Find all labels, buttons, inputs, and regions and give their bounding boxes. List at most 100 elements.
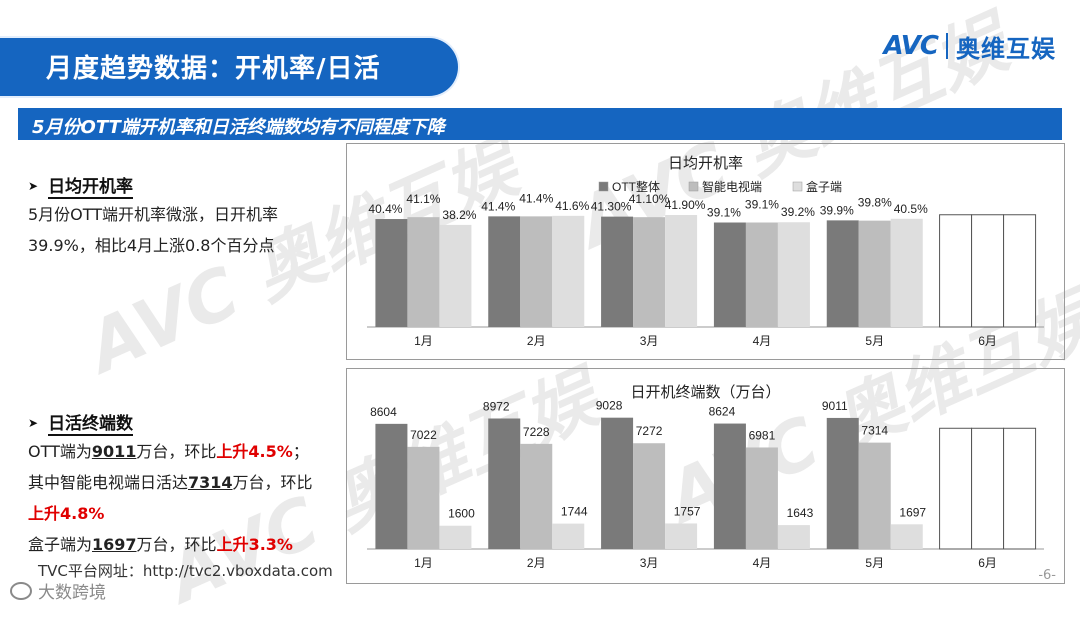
data-label: 7272 — [636, 424, 663, 438]
bar — [745, 222, 778, 327]
data-label: 8972 — [483, 399, 510, 413]
x-tick-label: 6月 — [978, 334, 997, 348]
data-label: 7022 — [410, 428, 437, 442]
bar — [488, 418, 521, 549]
page-number: -6- — [1038, 568, 1056, 583]
legend-label: 盒子端 — [806, 179, 842, 194]
data-label: 41.4% — [519, 191, 553, 205]
chart-title: 日开机终端数（万台） — [630, 384, 780, 401]
logo-cn-text: 奥维互娱 — [956, 34, 1056, 63]
data-label: 8604 — [370, 405, 397, 419]
x-tick-label: 3月 — [640, 556, 659, 570]
legend-swatch — [598, 181, 609, 192]
bar — [713, 222, 746, 327]
bar — [552, 215, 585, 327]
description-line: OTT端为9011万台，环比上升4.5%； — [28, 442, 309, 461]
bar — [665, 215, 698, 327]
x-tick-label: 5月 — [865, 556, 884, 570]
legend-swatch — [688, 181, 699, 192]
description-line: 盒子端为1697万台，环比上升3.3% — [28, 535, 293, 554]
bar — [858, 442, 891, 549]
bar — [713, 423, 746, 549]
bar-placeholder — [971, 214, 1005, 328]
description-line: 39.9%，相比4月上涨0.8个百分点 — [28, 236, 275, 255]
bar-placeholder — [1003, 214, 1037, 328]
data-label: 7314 — [861, 424, 888, 438]
bar-placeholder — [939, 214, 973, 328]
legend-label: 智能电视端 — [702, 179, 762, 194]
subtitle-banner: 5月份OTT端开机率和日活终端数均有不同程度下降 — [18, 108, 1062, 140]
bar — [745, 447, 778, 549]
bar — [439, 224, 472, 327]
heading-text: 日活终端数 — [48, 414, 134, 436]
x-tick-label: 1月 — [414, 556, 433, 570]
dau-chart: 日开机终端数（万台） 8604 7022 1600 1月 8972 7228 1744 2月 90… — [346, 368, 1065, 584]
description-line: 5月份OTT端开机率微涨，日开机率 — [28, 205, 279, 224]
bar — [858, 220, 891, 327]
triangle-bullet-icon: ➤ — [28, 179, 39, 193]
bar — [375, 423, 408, 549]
description-line: 上升4.8% — [28, 504, 105, 523]
weibo-icon — [10, 581, 32, 600]
title-banner: 月度趋势数据：开机率/日活 — [0, 38, 458, 96]
data-label: 1600 — [448, 507, 475, 521]
x-tick-label: 6月 — [978, 556, 997, 570]
bar — [633, 443, 666, 549]
data-label: 9011 — [822, 399, 848, 413]
bar — [439, 525, 472, 549]
x-tick-label: 4月 — [753, 334, 772, 348]
bar — [520, 443, 553, 549]
data-label: 41.90% — [665, 198, 706, 212]
logo-avc-text: AVC — [883, 31, 939, 61]
bar — [601, 216, 634, 327]
data-label: 39.1% — [745, 198, 779, 212]
bar — [407, 217, 440, 327]
data-label: 8624 — [709, 405, 736, 419]
dau-chart-svg: 日开机终端数（万台） 8604 7022 1600 1月 8972 7228 1744 2月 90… — [367, 384, 1044, 570]
section-heading-open-rate: ➤ 日均开机率 — [28, 172, 134, 199]
bar — [777, 525, 810, 549]
x-tick-label: 2月 — [527, 556, 546, 570]
open-rate-chart: 日均开机率 OTT整体 智能电视端 盒子端 40.4% 41.1% 38.2% 1月 41.4%… — [346, 143, 1065, 360]
data-label: 39.9% — [820, 203, 854, 217]
open-rate-chart-svg: 日均开机率 OTT整体 智能电视端 盒子端 40.4% 41.1%38.2% 1月 41.4%… — [367, 155, 1044, 348]
legend-label: OTT整体 — [612, 179, 660, 194]
logo-divider — [946, 33, 948, 59]
bar — [407, 446, 440, 549]
data-label: 41.10% — [629, 192, 670, 206]
section-heading-dau: ➤ 日活终端数 — [28, 409, 134, 436]
data-label: 39.8% — [858, 196, 892, 210]
chart-title: 日均开机率 — [668, 155, 743, 172]
x-tick-label: 3月 — [640, 334, 659, 348]
subtitle-text: 5月份OTT端开机率和日活终端数均有不同程度下降 — [32, 117, 445, 138]
bar — [826, 220, 859, 327]
bar-placeholder — [971, 427, 1005, 550]
bar — [665, 523, 698, 549]
bar-placeholder — [939, 427, 973, 550]
data-label: 1697 — [899, 505, 926, 519]
source-watermark-text: 大数跨境 — [38, 583, 106, 603]
bar — [520, 216, 553, 327]
data-label: 1757 — [674, 504, 701, 518]
bar — [890, 524, 923, 549]
data-label: 39.2% — [781, 205, 815, 219]
data-label: 41.1% — [406, 192, 440, 206]
bar-placeholder — [1003, 427, 1037, 550]
triangle-bullet-icon: ➤ — [28, 416, 39, 430]
data-label: 9028 — [596, 399, 623, 413]
brand-logo: AVC 奥维互娱 — [883, 28, 1056, 64]
data-label: 1643 — [787, 506, 814, 520]
data-label: 39.1% — [707, 206, 741, 220]
heading-text: 日均开机率 — [48, 177, 134, 199]
description-line: 其中智能电视端日活达7314万台，环比 — [28, 473, 313, 492]
data-label: 1744 — [561, 505, 588, 519]
bar — [826, 417, 859, 549]
data-label: 40.4% — [368, 202, 402, 216]
bar — [777, 222, 810, 327]
data-label: 41.4% — [481, 199, 515, 213]
data-label: 40.5% — [894, 202, 928, 216]
bar — [488, 216, 521, 327]
legend-swatch — [792, 181, 803, 192]
dau-description: OTT端为9011万台，环比上升4.5%； 其中智能电视端日活达7314万台，环… — [28, 436, 313, 560]
platform-url[interactable]: TVC平台网址：http://tvc2.vboxdata.com — [38, 562, 333, 580]
